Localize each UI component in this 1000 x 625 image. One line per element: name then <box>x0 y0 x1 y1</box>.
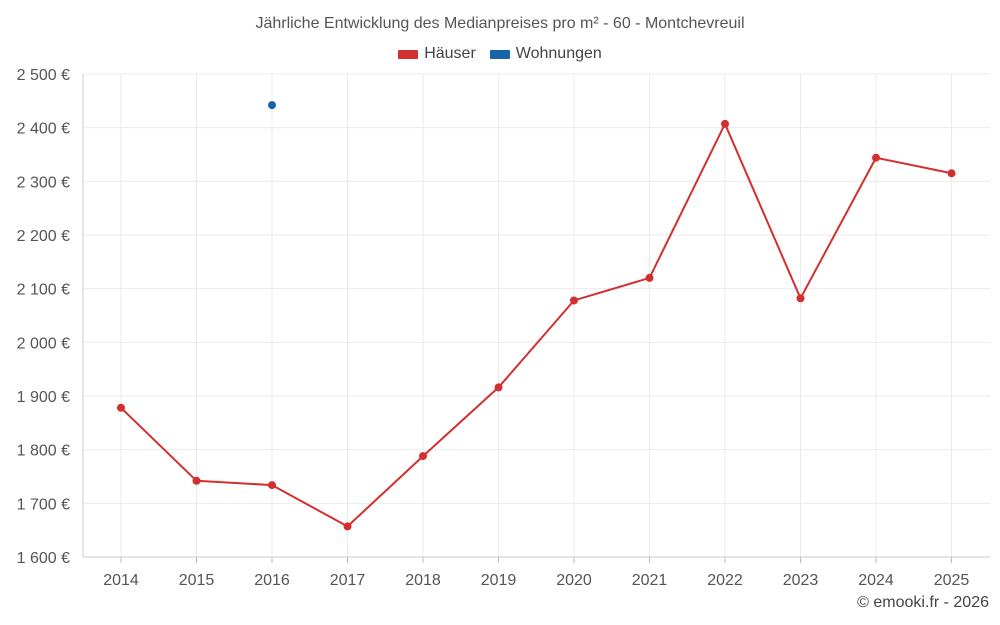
chart-title: Jährliche Entwicklung des Medianpreises … <box>255 15 745 32</box>
y-tick-label: 1 600 € <box>17 550 70 567</box>
legend-item-houses[interactable]: Häuser <box>398 45 476 63</box>
data-point <box>494 383 503 392</box>
data-point <box>117 403 125 412</box>
y-tick-label: 1 800 € <box>17 443 70 460</box>
data-point <box>570 296 578 305</box>
legend-swatch-houses <box>398 49 419 59</box>
data-point <box>268 481 276 490</box>
y-tick-label: 1 900 € <box>17 389 70 406</box>
data-point <box>796 294 805 303</box>
y-tick-label: 2 500 € <box>17 67 70 84</box>
data-point <box>268 101 276 110</box>
y-tick-label: 2 100 € <box>17 282 70 299</box>
x-tick-label: 2017 <box>330 572 366 589</box>
data-point <box>419 452 427 461</box>
y-tick-label: 2 000 € <box>17 335 70 352</box>
legend-label-houses: Häuser <box>424 45 476 62</box>
x-tick-label: 2021 <box>632 572 668 589</box>
x-tick-label: 2022 <box>707 572 743 589</box>
credit-text: © emooki.fr - 2026 <box>857 594 989 611</box>
x-tick-label: 2018 <box>405 572 441 589</box>
x-tick-label: 2016 <box>254 572 290 589</box>
x-tick-label: 2024 <box>858 572 894 589</box>
series-line-0 <box>120 122 952 528</box>
x-tick-label: 2020 <box>556 572 592 589</box>
data-point <box>343 522 352 531</box>
legend: Häuser Wohnungen <box>0 45 1000 63</box>
legend-item-apartments[interactable]: Wohnungen <box>489 45 602 63</box>
data-point <box>947 169 956 178</box>
x-tick-label: 2025 <box>934 572 970 589</box>
y-tick-label: 2 200 € <box>17 228 70 245</box>
data-point <box>645 273 654 282</box>
x-tick-label: 2014 <box>103 572 139 589</box>
y-tick-label: 2 300 € <box>17 174 70 191</box>
legend-label-apartments: Wohnungen <box>515 45 602 62</box>
data-point <box>192 476 201 485</box>
y-tick-label: 1 700 € <box>17 496 70 513</box>
x-tick-label: 2019 <box>481 572 517 589</box>
legend-swatch-apartments <box>489 49 510 59</box>
data-point <box>872 153 880 162</box>
data-point <box>721 119 729 128</box>
y-tick-label: 2 400 € <box>17 121 70 138</box>
x-tick-label: 2023 <box>783 572 819 589</box>
x-tick-label: 2015 <box>179 572 215 589</box>
